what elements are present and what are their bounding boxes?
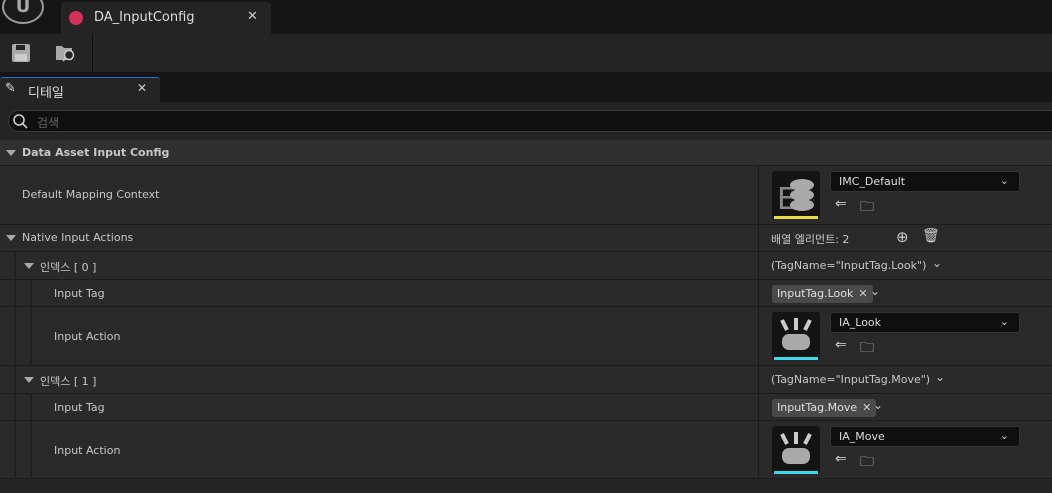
default-mapping-row: Default Mapping Context E IMC_Default ⌄ ⇐… xyxy=(0,166,1052,225)
browse-asset-icon[interactable]: 🗀 xyxy=(860,340,874,356)
input-action-label: Input Action xyxy=(54,444,121,457)
input-action-thumbnail[interactable] xyxy=(772,426,820,474)
document-tab-title: DA_InputConfig xyxy=(94,10,195,25)
index-summary: (TagName="InputTag.Look") xyxy=(771,259,927,272)
collapse-arrow-icon[interactable] xyxy=(6,150,16,156)
svg-text:E: E xyxy=(777,182,796,217)
chevron-down-icon[interactable]: ⌄ xyxy=(873,398,884,412)
input-action-row: Input Action IA_Look ⌄ ⇐ 🗀 xyxy=(0,307,1052,366)
collapse-arrow-icon[interactable] xyxy=(24,377,34,383)
input-action-value: IA_Look xyxy=(839,316,882,329)
details-pencil-icon: ✎ xyxy=(5,81,16,96)
search-input[interactable]: 검색 xyxy=(8,110,1052,132)
toolbar xyxy=(0,34,1052,72)
tag-value: InputTag.Look xyxy=(777,287,854,300)
remove-tag-icon[interactable]: ✕ xyxy=(858,287,868,300)
array-count: 배열 엘리먼트: 2 xyxy=(771,233,850,246)
asset-type-bar xyxy=(774,357,818,360)
delete-all-icon[interactable]: 🗑 xyxy=(922,228,940,244)
input-tag-label: Input Tag xyxy=(54,401,105,414)
document-tab[interactable]: DA_InputConfig ✕ xyxy=(61,2,271,34)
collapse-arrow-icon[interactable] xyxy=(6,235,16,241)
mapping-context-combo[interactable]: IMC_Default ⌄ xyxy=(830,171,1020,192)
mapping-context-value: IMC_Default xyxy=(839,175,906,188)
tag-chip[interactable]: InputTag.Move ✕ xyxy=(772,399,877,417)
category-header[interactable]: Data Asset Input Config xyxy=(0,140,1052,166)
add-element-icon[interactable]: ⊕ xyxy=(896,228,909,246)
gamepad-icon xyxy=(780,318,812,350)
native-input-actions-row[interactable]: Native Input Actions 배열 엘리먼트: 2 ⊕ 🗑 xyxy=(0,225,1052,252)
index-label: 인덱스 [ 0 ] xyxy=(40,261,97,274)
input-tag-row: Input Tag InputTag.Look ✕ ⌄ xyxy=(0,280,1052,307)
chevron-down-icon: ⌄ xyxy=(999,429,1009,442)
indent-guide xyxy=(30,280,32,366)
gamepad-icon xyxy=(780,432,812,464)
native-input-actions-label: Native Input Actions xyxy=(22,231,134,244)
indent-guide xyxy=(30,394,32,479)
default-mapping-label: Default Mapping Context xyxy=(22,188,160,201)
chevron-down-icon[interactable]: ⌄ xyxy=(870,284,881,298)
mapping-context-thumbnail[interactable]: E xyxy=(772,171,820,219)
browse-icon[interactable] xyxy=(55,43,77,63)
details-tab-title: 디테일 xyxy=(28,86,64,101)
use-selected-icon[interactable]: ⇐ xyxy=(835,451,847,467)
input-action-value: IA_Move xyxy=(839,430,885,443)
index-summary: (TagName="InputTag.Move") xyxy=(771,373,931,386)
chevron-down-icon[interactable]: ⌄ xyxy=(935,370,946,384)
array-index-row[interactable]: 인덱스 [ 1 ] (TagName="InputTag.Move") ⌄ xyxy=(0,366,1052,394)
close-tab-icon[interactable]: ✕ xyxy=(247,9,258,24)
save-icon[interactable] xyxy=(12,44,30,62)
asset-type-bar xyxy=(774,471,818,474)
mapping-context-icon: E xyxy=(777,179,814,217)
close-details-icon[interactable]: ✕ xyxy=(137,81,148,95)
index-label: 인덱스 [ 1 ] xyxy=(40,375,97,388)
tag-value: InputTag.Move xyxy=(777,401,858,414)
data-asset-icon xyxy=(69,11,83,25)
chevron-down-icon: ⌄ xyxy=(999,315,1009,328)
input-tag-label: Input Tag xyxy=(54,287,105,300)
indent-guide xyxy=(14,252,16,479)
chevron-down-icon: ⌄ xyxy=(999,174,1009,187)
asset-type-bar xyxy=(774,216,818,219)
tag-chip[interactable]: InputTag.Look ✕ xyxy=(772,285,873,303)
search-placeholder: 검색 xyxy=(37,116,60,130)
array-index-row[interactable]: 인덱스 [ 0 ] (TagName="InputTag.Look") ⌄ xyxy=(0,252,1052,280)
toolbar-separator xyxy=(92,34,93,72)
chevron-down-icon[interactable]: ⌄ xyxy=(932,256,943,270)
input-action-combo[interactable]: IA_Move ⌄ xyxy=(830,426,1020,447)
input-action-row: Input Action IA_Move ⌄ ⇐ 🗀 xyxy=(0,421,1052,479)
browse-asset-icon[interactable]: 🗀 xyxy=(860,454,874,470)
use-selected-icon[interactable]: ⇐ xyxy=(835,196,847,212)
input-action-label: Input Action xyxy=(54,330,121,343)
unreal-logo-icon[interactable]: U xyxy=(2,0,44,24)
input-action-combo[interactable]: IA_Look ⌄ xyxy=(830,312,1020,333)
column-splitter[interactable] xyxy=(758,166,759,479)
collapse-arrow-icon[interactable] xyxy=(24,263,34,269)
use-selected-icon[interactable]: ⇐ xyxy=(835,337,847,353)
input-action-thumbnail[interactable] xyxy=(772,312,820,360)
category-title: Data Asset Input Config xyxy=(22,146,170,159)
remove-tag-icon[interactable]: ✕ xyxy=(862,401,872,414)
browse-asset-icon[interactable]: 🗀 xyxy=(860,199,874,215)
details-tab[interactable]: ✎ 디테일 ✕ xyxy=(0,77,160,102)
input-tag-row: Input Tag InputTag.Move ✕ ⌄ xyxy=(0,394,1052,421)
panel-tab-row xyxy=(0,72,1052,102)
search-icon xyxy=(13,114,28,129)
